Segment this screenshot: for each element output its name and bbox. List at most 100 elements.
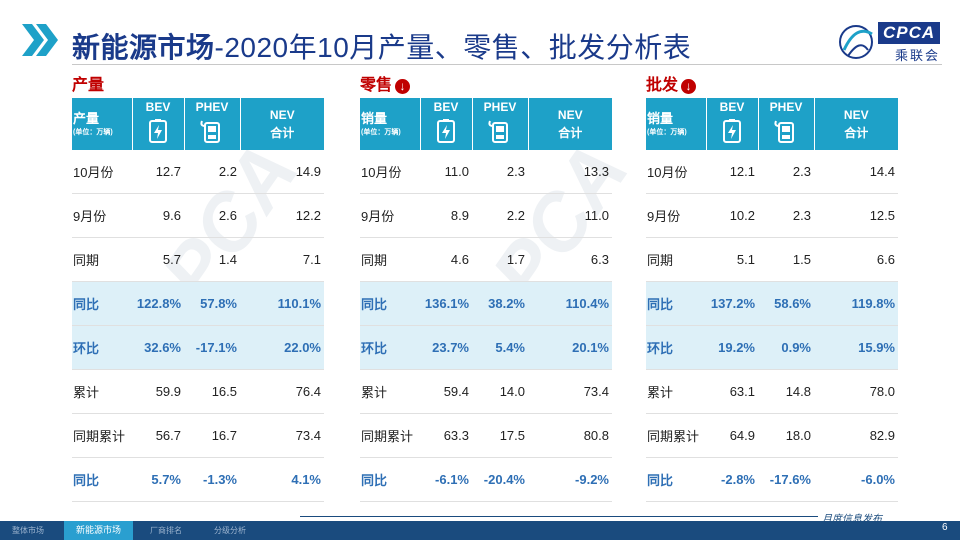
table-cell: 73.4 xyxy=(240,413,324,458)
bev-header: BEV xyxy=(420,98,473,150)
row-label: 同期 xyxy=(646,237,706,282)
table-row: 同期 5.7 1.4 7.1 xyxy=(72,237,324,282)
retail-table: 销量 (单位：万辆) BEV PHEV NEV 合计 10月份 11.0 2.3 13… xyxy=(360,98,612,502)
nev-header: NEV 合计 xyxy=(528,98,612,150)
table-cell: -6.0% xyxy=(814,457,898,502)
table-cell: 57.8% xyxy=(184,281,240,326)
row-label: 同期 xyxy=(360,237,420,282)
row-label: 同比 xyxy=(360,281,420,326)
table-cell: 136.1% xyxy=(420,281,472,326)
table-row: 10月份 12.1 2.3 14.4 xyxy=(646,150,898,194)
table-cell: 0.9% xyxy=(758,325,814,370)
table-cell: 5.4% xyxy=(472,325,528,370)
row-label: 同比 xyxy=(360,457,420,502)
table-cell: 32.6% xyxy=(132,325,184,370)
table-row: 10月份 11.0 2.3 13.3 xyxy=(360,150,612,194)
table-cell: -6.1% xyxy=(420,457,472,502)
nev-header: NEV 合计 xyxy=(240,98,324,150)
charger-icon xyxy=(200,120,220,143)
table-cell: 110.1% xyxy=(240,281,324,326)
row-label: 同期 xyxy=(72,237,132,282)
footer-tab-ranking[interactable]: 厂商排名 xyxy=(150,526,182,535)
table-cell: 63.1 xyxy=(706,369,758,414)
section-label: 零售 ↓ xyxy=(360,74,612,98)
row-label: 同比 xyxy=(646,281,706,326)
table-cell: -1.3% xyxy=(184,457,240,502)
table-cell: 19.2% xyxy=(706,325,758,370)
footer-tab-segment[interactable]: 分级分析 xyxy=(214,526,246,535)
table-cell: 17.5 xyxy=(472,413,528,458)
wholesale-panel: 批发 ↓ 销量 (单位：万辆) BEV PHEV NEV 合计 xyxy=(646,74,898,502)
table-cell: 14.9 xyxy=(240,150,324,194)
table-cell: 2.6 xyxy=(184,193,240,238)
table-cell: 5.1 xyxy=(706,237,758,282)
table-cell: 7.1 xyxy=(240,237,324,282)
table-cell: 14.0 xyxy=(472,369,528,414)
table-cell: -17.1% xyxy=(184,325,240,370)
table-cell: 137.2% xyxy=(706,281,758,326)
table-row: 9月份 9.6 2.6 12.2 xyxy=(72,193,324,238)
arrow-down-icon: ↓ xyxy=(395,78,411,94)
table-row: 同比 122.8% 57.8% 110.1% xyxy=(72,281,324,326)
row-label: 10月份 xyxy=(360,150,420,194)
table-cell: 2.2 xyxy=(472,193,528,238)
production-panel: 产量 产量 (单位：万辆) BEV PHEV NEV 合计 xyxy=(72,74,324,502)
row-label: 9月份 xyxy=(72,193,132,238)
row-label: 10月份 xyxy=(72,150,132,194)
row-label: 同比 xyxy=(72,281,132,326)
table-cell: 58.6% xyxy=(758,281,814,326)
table-cell: 8.9 xyxy=(420,193,472,238)
table-cell: 122.8% xyxy=(132,281,184,326)
table-cell: 56.7 xyxy=(132,413,184,458)
slide-header: 新能源市场-2020年10月产量、零售、批发分析表 CPCA 乘联会 xyxy=(0,14,960,64)
table-cell: 2.3 xyxy=(472,150,528,194)
table-cell: 64.9 xyxy=(706,413,758,458)
table-cell: 23.7% xyxy=(420,325,472,370)
footer-tab-overall[interactable]: 整体市场 xyxy=(12,526,44,535)
table-cell: 12.2 xyxy=(240,193,324,238)
table-cell: 16.7 xyxy=(184,413,240,458)
table-cell: 18.0 xyxy=(758,413,814,458)
footer-tab-nev[interactable]: 新能源市场 xyxy=(64,521,134,540)
table-cell: 4.1% xyxy=(240,457,324,502)
table-row: 9月份 10.2 2.3 12.5 xyxy=(646,193,898,238)
table-cell: 11.0 xyxy=(420,150,472,194)
section-label: 产量 xyxy=(72,77,105,94)
table-cell: 10.2 xyxy=(706,193,758,238)
nev-header: NEV 合计 xyxy=(814,98,898,150)
bev-header: BEV xyxy=(132,98,185,150)
table-row: 同比 137.2% 58.6% 119.8% xyxy=(646,281,898,326)
footer-rule xyxy=(300,516,880,517)
row-label: 同期累计 xyxy=(72,413,132,458)
table-cell: 110.4% xyxy=(528,281,612,326)
table-cell: 14.8 xyxy=(758,369,814,414)
table-row: 累计 59.4 14.0 73.4 xyxy=(360,369,612,414)
phev-header: PHEV xyxy=(758,98,815,150)
row-label: 环比 xyxy=(360,325,420,370)
row-label: 累计 xyxy=(646,369,706,414)
table-cell: 73.4 xyxy=(528,369,612,414)
table-row: 同比 5.7% -1.3% 4.1% xyxy=(72,457,324,502)
table-cell: 11.0 xyxy=(528,193,612,238)
logo-text: CPCA xyxy=(878,22,941,44)
table-row: 同期累计 63.3 17.5 80.8 xyxy=(360,413,612,458)
row-label: 9月份 xyxy=(646,193,706,238)
table-cell: 78.0 xyxy=(814,369,898,414)
row-label: 环比 xyxy=(646,325,706,370)
corner-header: 产量 (单位：万辆) xyxy=(72,98,133,150)
table-row: 环比 32.6% -17.1% 22.0% xyxy=(72,325,324,370)
table-row: 同比 -6.1% -20.4% -9.2% xyxy=(360,457,612,502)
phev-header: PHEV xyxy=(472,98,529,150)
table-row: 同比 -2.8% -17.6% -6.0% xyxy=(646,457,898,502)
wholesale-table: 销量 (单位：万辆) BEV PHEV NEV 合计 10月份 12.1 2.3 14… xyxy=(646,98,898,502)
row-label: 累计 xyxy=(72,369,132,414)
row-label: 同期累计 xyxy=(360,413,420,458)
row-label: 同比 xyxy=(72,457,132,502)
table-cell: 59.4 xyxy=(420,369,472,414)
logo-cn: 乘联会 xyxy=(895,48,941,63)
battery-icon xyxy=(723,119,741,143)
table-cell: 20.1% xyxy=(528,325,612,370)
table-cell: 5.7 xyxy=(132,237,184,282)
table-row: 10月份 12.7 2.2 14.9 xyxy=(72,150,324,194)
table-cell: 12.7 xyxy=(132,150,184,194)
